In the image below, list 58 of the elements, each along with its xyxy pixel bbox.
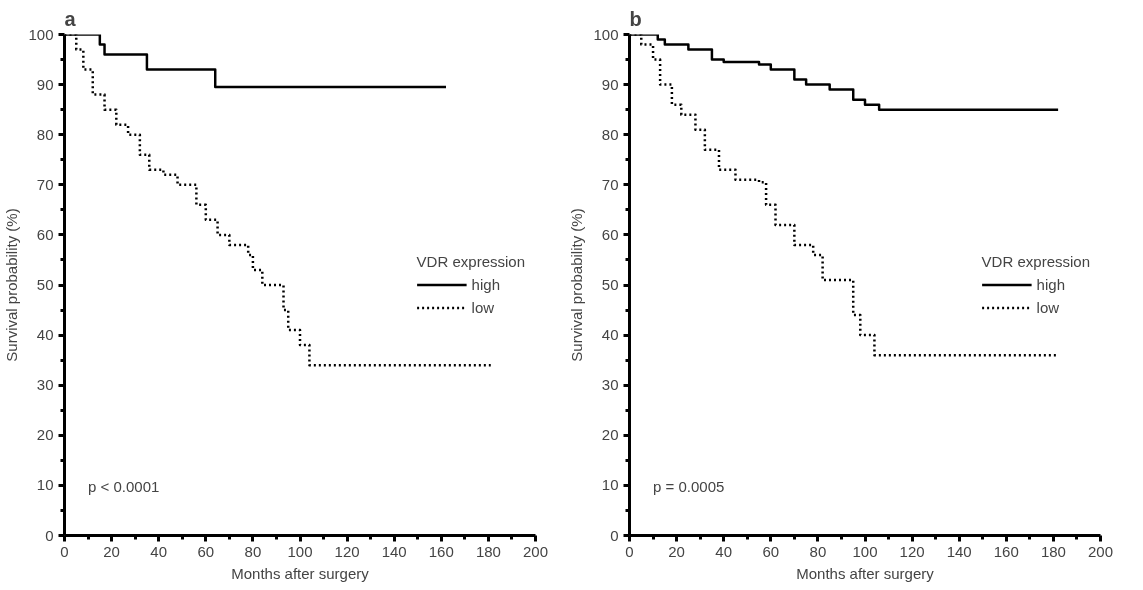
y-tick-label: 30	[36, 376, 54, 394]
x-tick-label: 40	[150, 542, 168, 560]
legend-label: low	[471, 298, 495, 316]
x-tick-label: 0	[60, 542, 69, 560]
chart-title: b	[629, 7, 642, 30]
x-tick-label: 0	[625, 542, 634, 560]
y-axis-title: Survival probability (%)	[568, 208, 586, 362]
x-axis-title: Months after surgery	[796, 564, 935, 582]
y-tick-label: 10	[601, 476, 619, 494]
y-tick-label: 60	[36, 225, 54, 243]
chart-title: a	[64, 7, 77, 30]
y-tick-label: 90	[36, 75, 54, 93]
x-tick-label: 80	[809, 542, 827, 560]
y-tick-label: 50	[36, 276, 54, 293]
x-tick-label: 60	[197, 542, 215, 560]
x-tick-label: 120	[899, 542, 925, 560]
x-tick-label: 180	[1040, 542, 1066, 560]
legend-label: low	[1036, 298, 1060, 316]
x-tick-label: 140	[381, 542, 407, 560]
y-tick-label: 100	[593, 25, 619, 43]
y-tick-label: 60	[601, 225, 619, 243]
x-tick-label: 20	[103, 542, 120, 560]
y-tick-label: 100	[28, 25, 54, 43]
y-tick-label: 20	[601, 426, 619, 444]
y-tick-label: 10	[36, 476, 54, 494]
x-axis-title: Months after surgery	[231, 564, 370, 582]
y-tick-label: 0	[610, 526, 619, 544]
y-axis-title: Survival probability (%)	[3, 208, 21, 362]
legend-title: VDR expression	[416, 252, 525, 269]
y-tick-label: 40	[36, 326, 54, 344]
legend-label: high	[471, 275, 500, 293]
legend-label: high	[1036, 275, 1065, 293]
x-tick-label: 160	[428, 542, 454, 560]
x-tick-label: 200	[1087, 542, 1114, 560]
x-tick-label: 120	[334, 542, 360, 560]
y-tick-label: 90	[601, 75, 619, 93]
x-tick-label: 200	[522, 542, 549, 560]
x-tick-label: 100	[852, 542, 878, 560]
x-tick-label: 40	[715, 542, 733, 560]
y-tick-label: 70	[601, 175, 619, 193]
y-tick-label: 0	[45, 526, 54, 544]
y-tick-label: 40	[601, 326, 619, 344]
annotation: p = 0.0005	[653, 478, 725, 496]
x-tick-label: 100	[287, 542, 313, 560]
annotation: p < 0.0001	[88, 478, 160, 496]
legend-title: VDR expression	[981, 252, 1090, 269]
x-tick-label: 20	[668, 542, 685, 560]
x-tick-label: 180	[475, 542, 501, 560]
y-tick-label: 70	[36, 175, 54, 193]
y-tick-label: 50	[601, 276, 619, 293]
y-tick-label: 80	[36, 125, 54, 143]
y-tick-label: 30	[601, 376, 619, 394]
x-tick-label: 80	[244, 542, 262, 560]
x-tick-label: 60	[762, 542, 780, 560]
x-tick-label: 160	[993, 542, 1019, 560]
y-tick-label: 20	[36, 426, 54, 444]
x-tick-label: 140	[946, 542, 972, 560]
y-tick-label: 80	[601, 125, 619, 143]
